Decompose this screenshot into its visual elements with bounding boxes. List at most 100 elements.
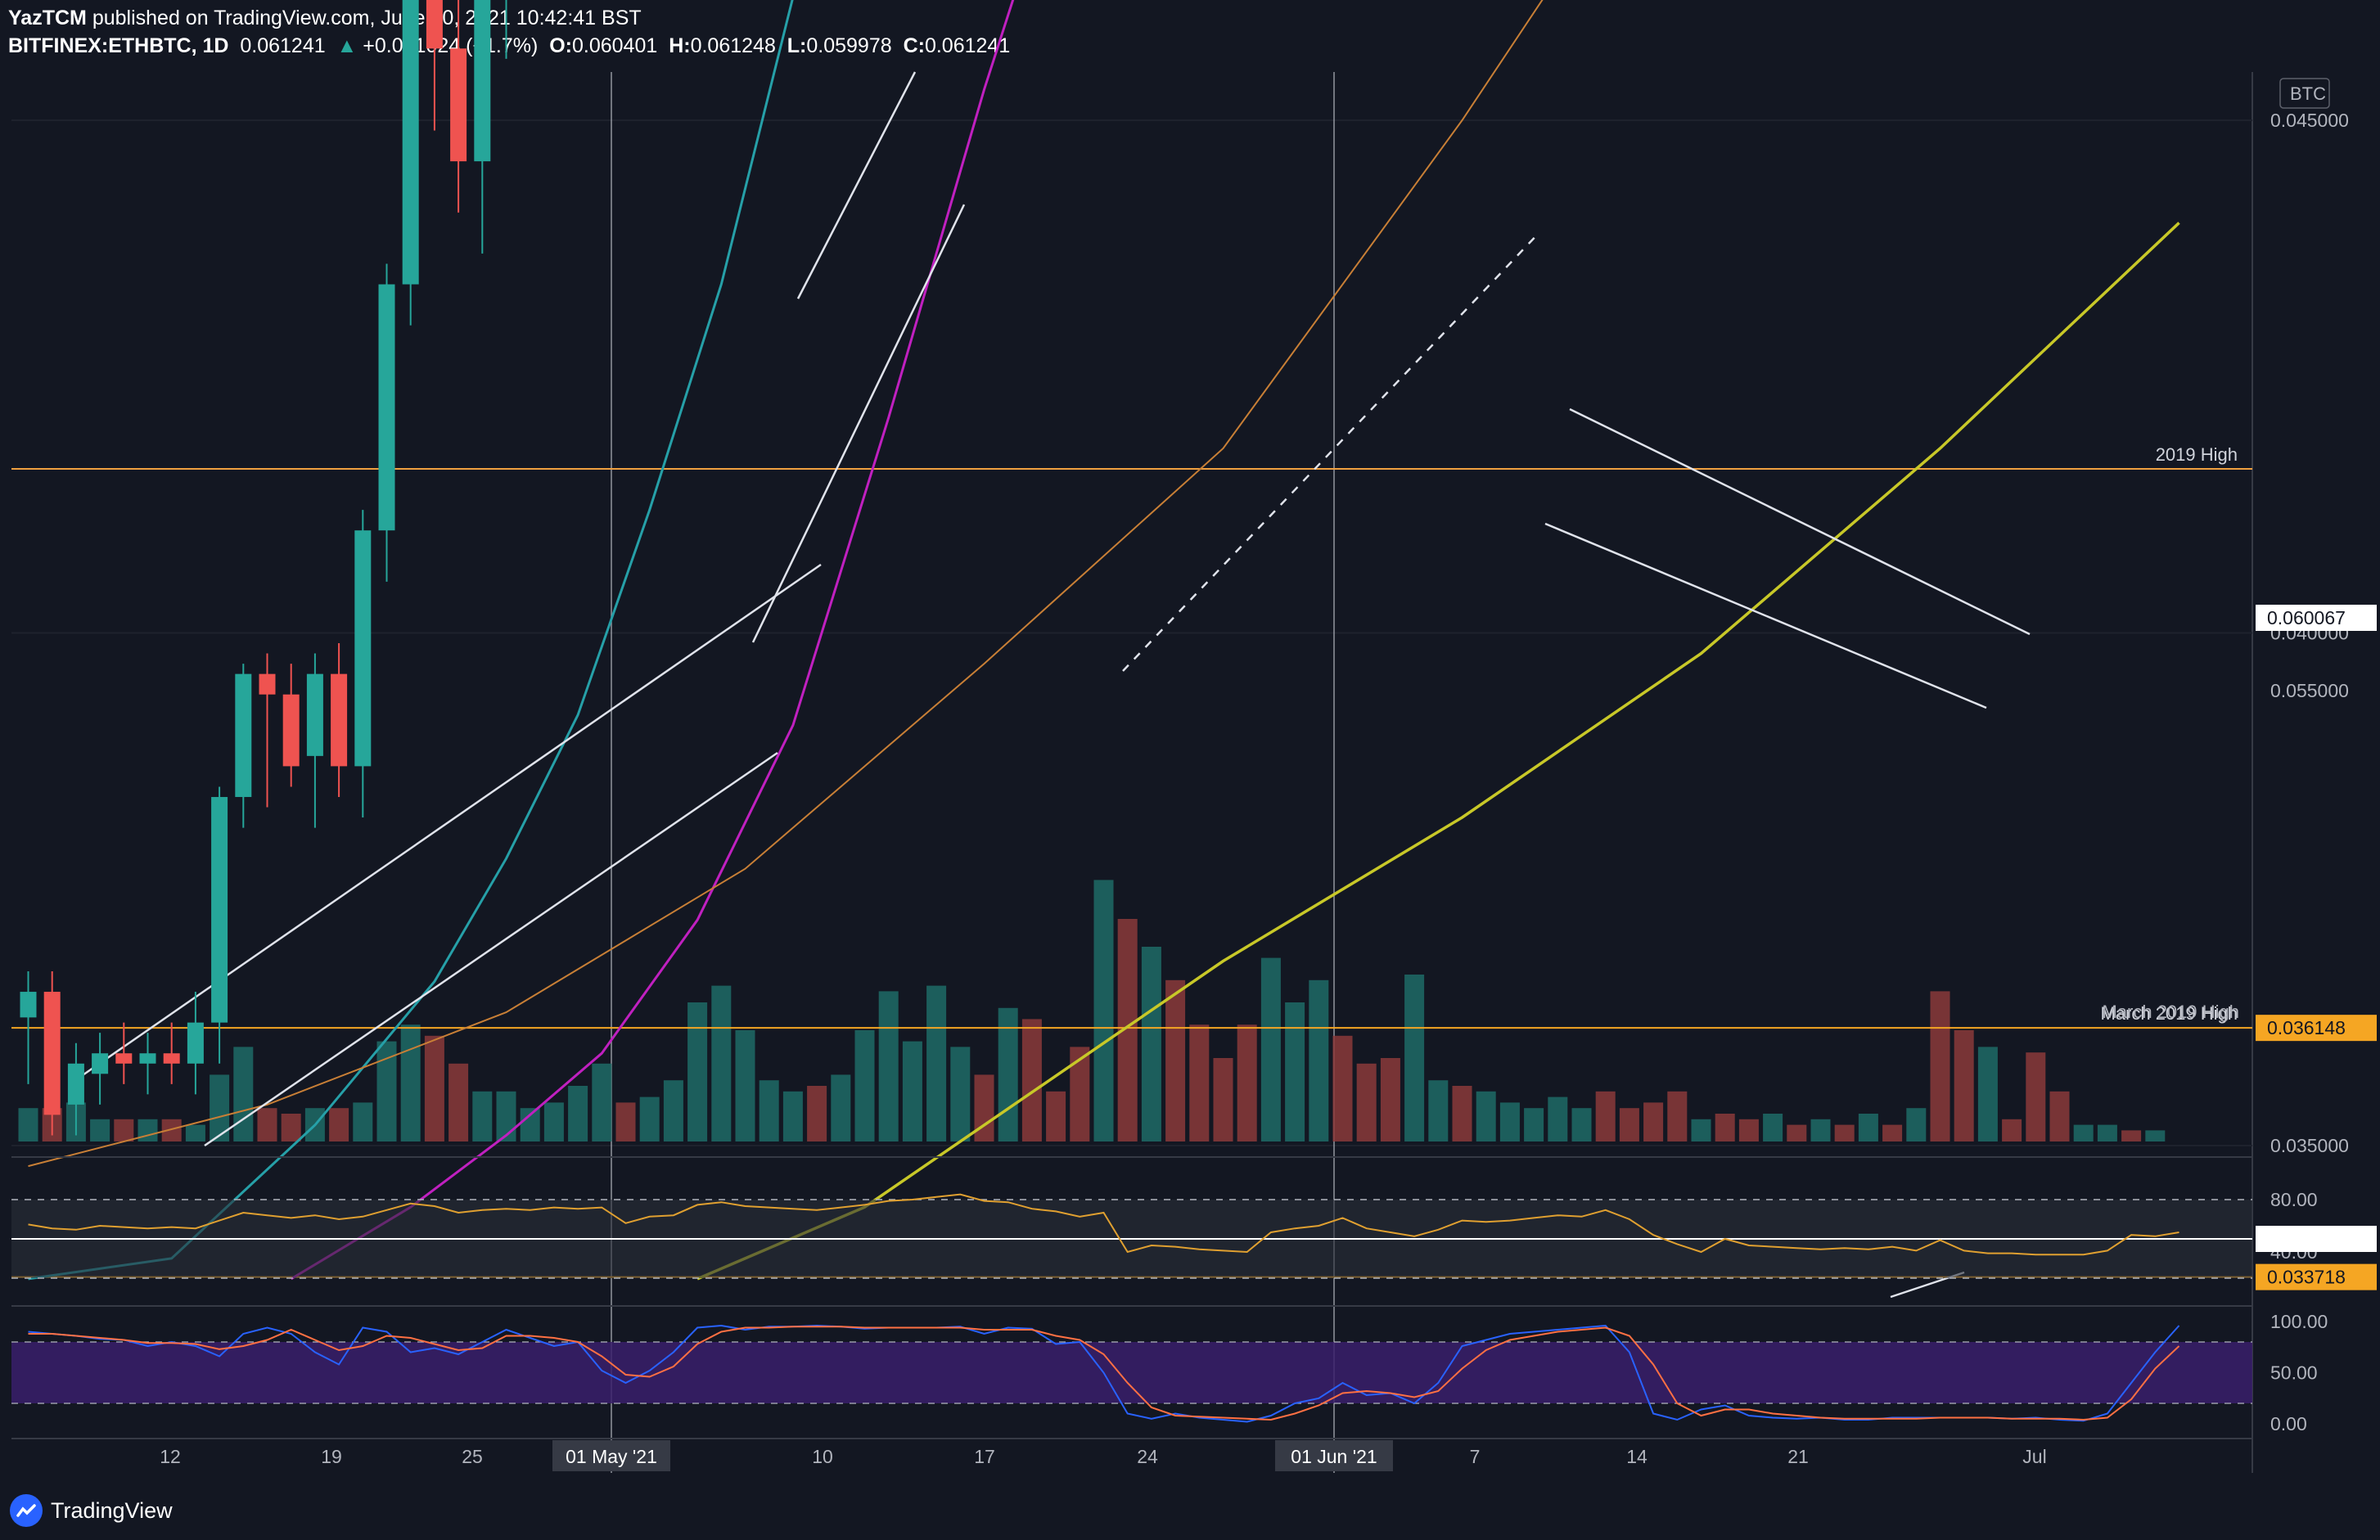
volume-bar [1930,991,1950,1141]
volume-bar [735,1030,755,1141]
candle-body [426,0,443,49]
volume-bar [759,1080,779,1141]
volume-bar [2049,1091,2070,1141]
volume-bar [2121,1130,2142,1141]
price-axis: 0.0800000.0750000.0700000.0650000.060000… [2102,78,2377,1290]
time-axis: 12 19 25 01 May '21 10 17 24 01 Jun '21 7 14 21 Jul [11,1438,2252,1471]
volume-bar [1787,1124,1807,1141]
volume-bar [854,1030,875,1141]
volume-bar [1715,1114,1735,1141]
high-label: H: [669,34,691,57]
volume-bar [639,1096,660,1141]
volume-bar [592,1063,612,1141]
volume-bar [1858,1114,1878,1141]
volume-bar [926,985,947,1141]
volume-bar [1189,1024,1210,1141]
stoch-d-line [28,1326,2180,1421]
time-tick-label: 7 [1470,1446,1481,1467]
candle-body [211,796,228,1023]
volume-bar [329,1108,349,1141]
last-price: 0.061241 [240,34,326,57]
time-tick-label: 01 Jun '21 [1291,1446,1377,1467]
trendline-layer [69,71,2031,1299]
volume-bar [1738,1119,1759,1141]
candle-body [259,673,276,695]
candle-body [282,694,300,767]
publisher-name[interactable]: YazTCM [8,7,87,29]
level-tag-bg [2256,1263,2377,1290]
volume-bar [902,1041,922,1141]
published-text: published on TradingView.com, June 30, 2… [92,7,642,29]
trendline [1122,232,1539,672]
candle-body [115,1053,133,1064]
volume-bar [400,1024,421,1141]
volume-bar [1237,1024,1257,1141]
time-tick-label: 24 [1137,1446,1158,1467]
trendline [751,204,966,643]
volume-bar [831,1074,851,1141]
symbol-header: BITFINEX:ETHBTC, 1D 0.061241 ▲ +0.001024… [8,34,1010,58]
publish-header: YazTCM published on TradingView.com, Jun… [8,7,642,30]
low-label: L: [787,34,807,57]
volume-bar [233,1047,254,1141]
price-tick-label: 0.035000 [2270,1135,2349,1156]
ma-50-line [290,0,1015,1281]
volume-bar [90,1119,110,1141]
trendline [1569,408,2031,636]
volume-bar [543,1102,564,1141]
candle-body [474,0,491,162]
tradingview-cloud-icon [10,1494,43,1527]
volume-bar [1667,1091,1688,1141]
level-tag-extra: 0.060067 [2267,607,2346,628]
time-tick-label: 17 [974,1446,995,1467]
volume-bar [281,1114,301,1141]
volume-bar [1356,1063,1377,1141]
time-tag-bg [1275,1440,1393,1471]
volume-bar [1763,1114,1783,1141]
volume-bar [1571,1108,1592,1141]
volume-bar [663,1080,683,1141]
price-tick-label: 0.045000 [2270,110,2349,131]
volume-bar [711,985,732,1141]
volume-bar [998,1007,1018,1141]
symbol-name[interactable]: BITFINEX:ETHBTC, 1D [8,34,229,57]
volume-bar [1619,1108,1639,1141]
volume-bar [2073,1124,2094,1141]
level-label: 2019 High [2156,444,2238,465]
ma-20-line [28,0,794,1281]
volume-bar [687,1002,708,1141]
volume-bar [1309,979,1329,1141]
volume-bar [2002,1119,2022,1141]
trendline [1544,522,1987,709]
volume-bar [496,1091,516,1141]
open-label: O: [549,34,572,57]
volume-bar [1260,957,1281,1141]
candle-body [139,1053,156,1064]
volume-bar [1691,1119,1711,1141]
candle-body [331,673,348,767]
time-tick-label: 19 [321,1446,342,1467]
volume-bar [137,1119,158,1141]
close-label: C: [903,34,925,57]
brand-name: TradingView [51,1497,173,1523]
open-value: 0.060401 [572,34,658,57]
rsi-mid-tag-bg [2256,1226,2377,1252]
volume-bar [1285,1002,1305,1141]
volume-bar [353,1102,373,1141]
level-tag-extra-bg [2256,605,2377,631]
tradingview-logo[interactable]: TradingView [10,1494,173,1527]
volume-bar [1093,880,1114,1141]
candle-body [402,0,419,285]
volume-bar [1977,1047,1998,1141]
level-label: March 2019 High [2100,1003,2238,1024]
candle-body [378,284,395,531]
time-tick-label: 25 [462,1446,483,1467]
candle-body [43,992,61,1115]
time-tick-label: 14 [1626,1446,1648,1467]
level-label: March 2019 High [2102,1002,2239,1022]
price-tick-extra: 0.055000 [2270,680,2349,701]
candle-body [354,530,372,767]
volume-bar [1476,1091,1496,1141]
candles-layer [20,0,507,1136]
